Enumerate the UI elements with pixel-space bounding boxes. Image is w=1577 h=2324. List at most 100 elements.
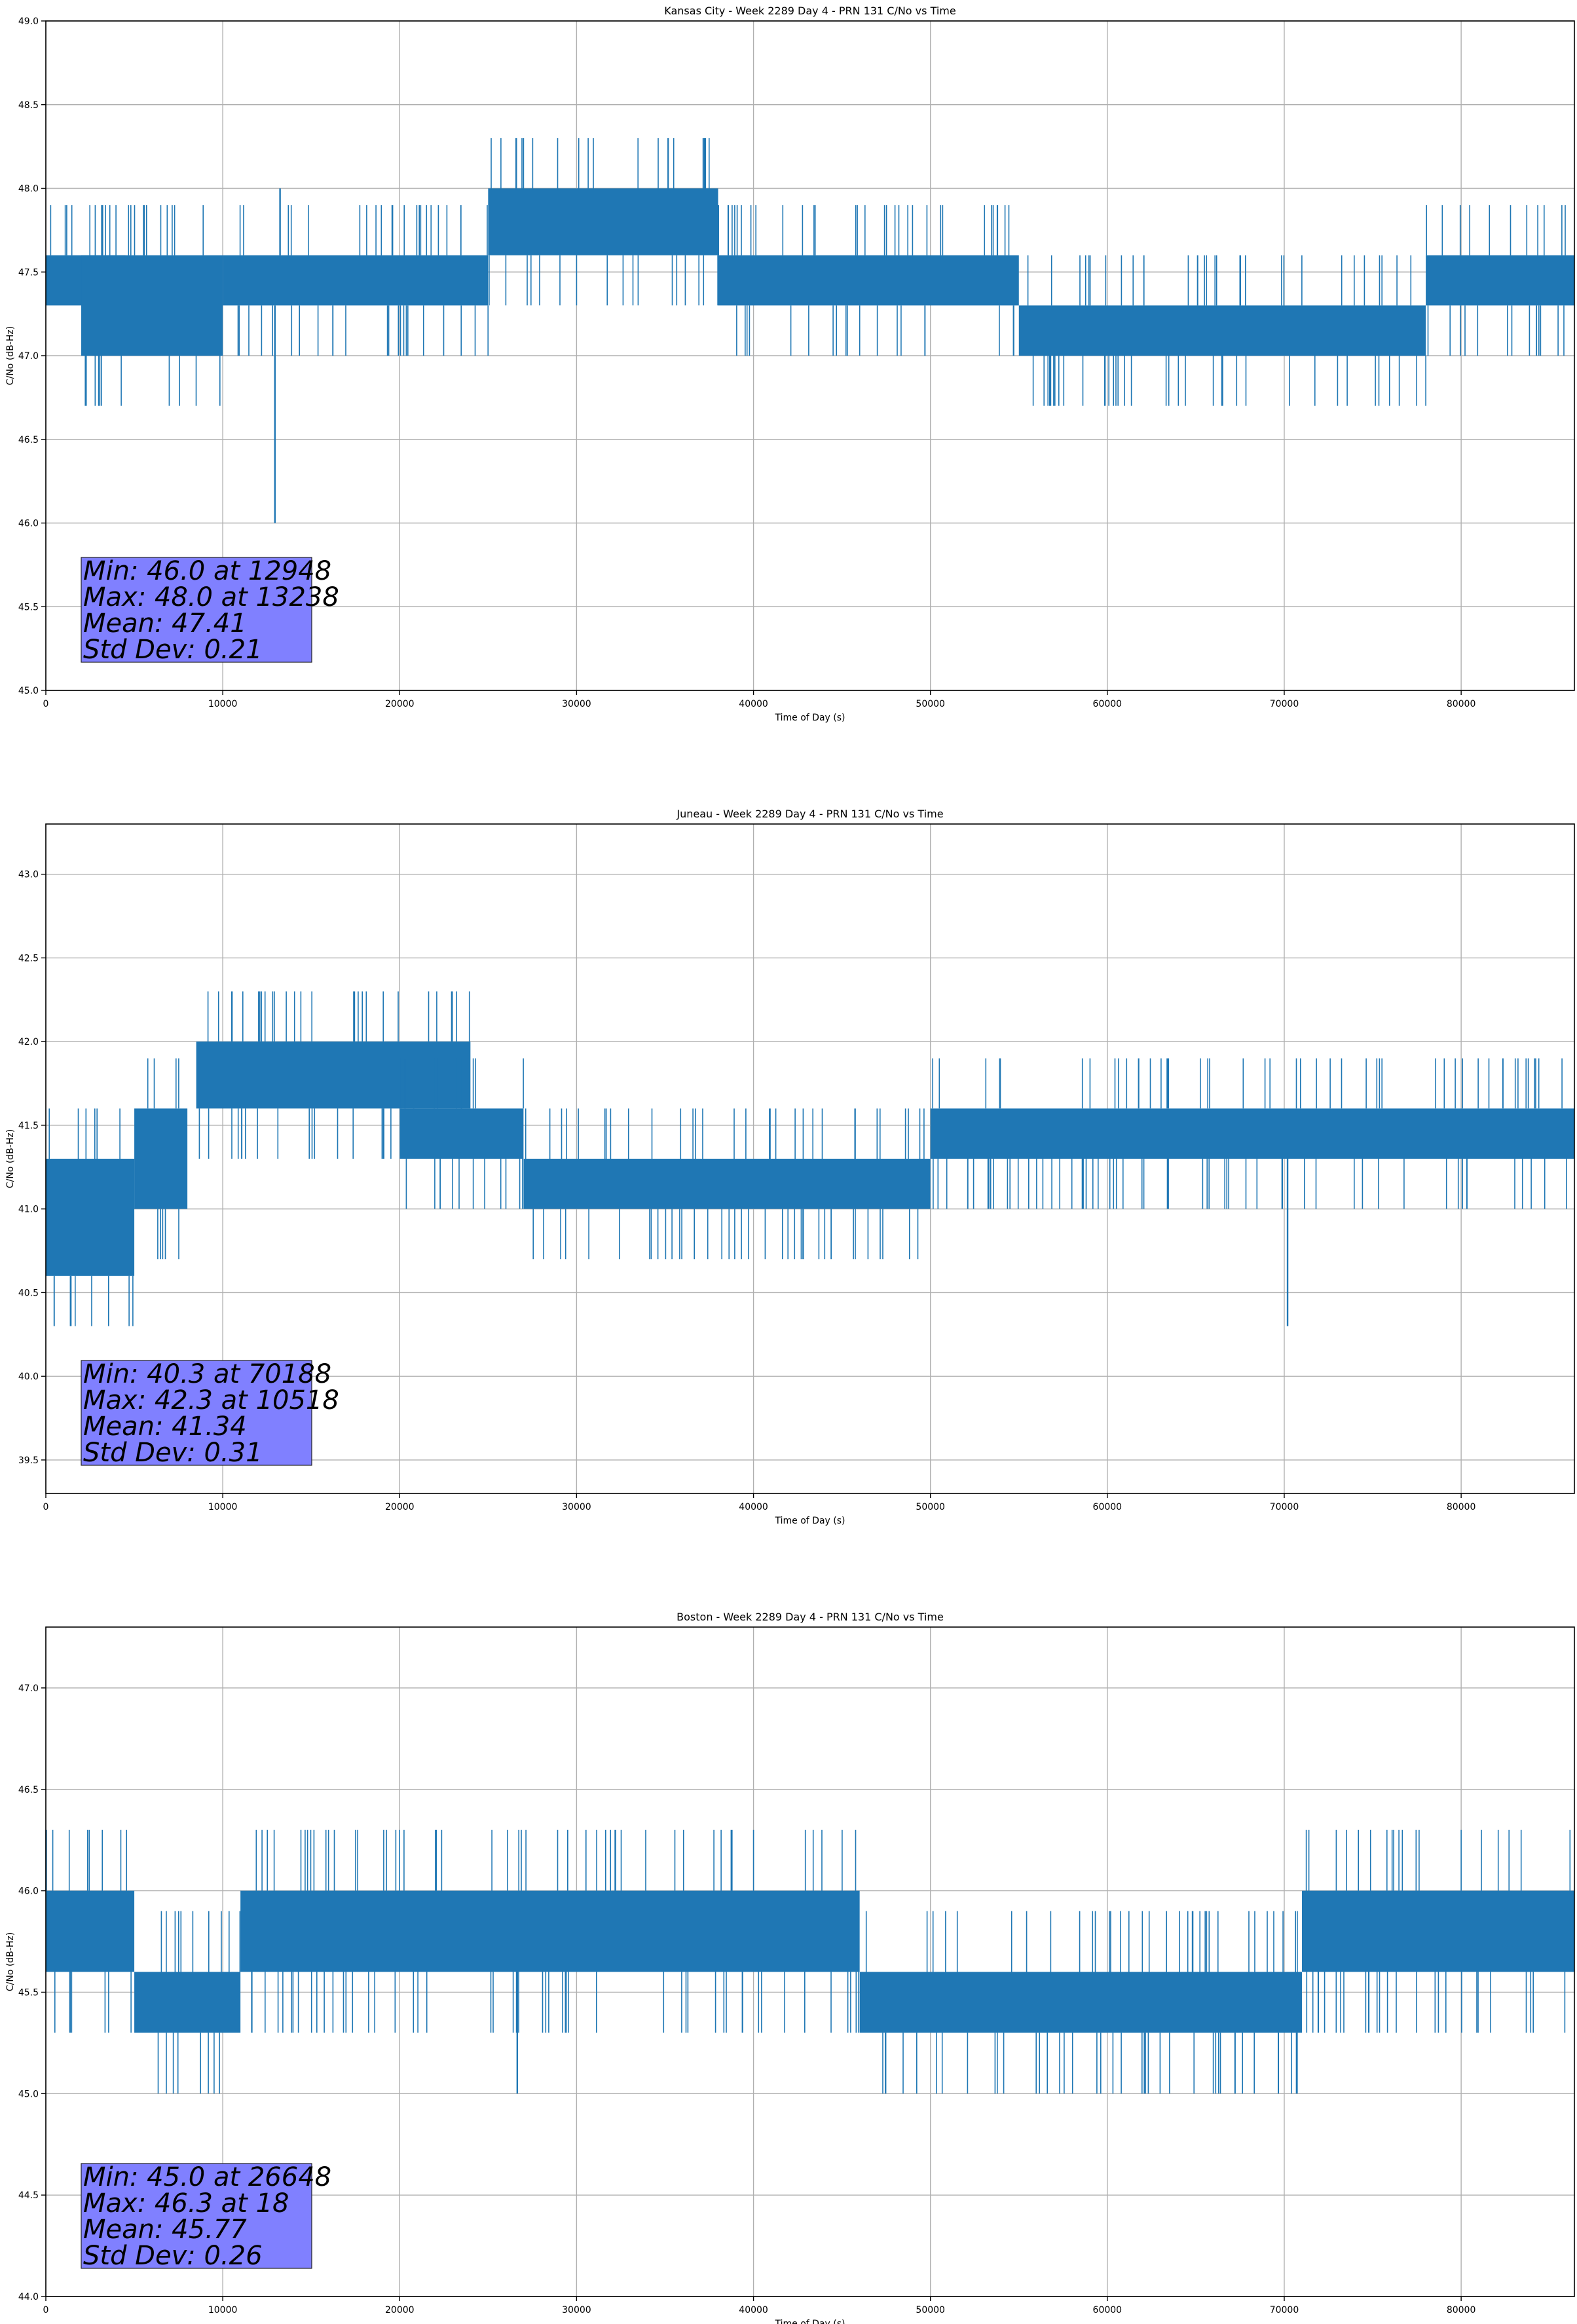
signal-band: [859, 1972, 1302, 2033]
y-tick-label: 41.5: [18, 1121, 39, 1131]
x-tick-label: 30000: [562, 699, 591, 709]
signal-band: [223, 255, 489, 306]
y-tick-label: 46.0: [18, 1886, 39, 1897]
signal-spikes: [865, 1911, 1298, 2094]
signal-spikes: [84, 205, 221, 406]
stats-min: Min: 45.0 at 26648: [83, 2162, 331, 2192]
signal-spikes: [718, 205, 1014, 356]
stats-min: Min: 46.0 at 12948: [83, 556, 331, 586]
data-series: [46, 138, 1574, 523]
y-tick-label: 45.0: [18, 2089, 39, 2099]
x-axis: 0 10000 20000 30000 40000 50000 60000 70000 8000…: [43, 2296, 1476, 2324]
x-tick-label: 70000: [1270, 699, 1299, 709]
y-tick-label: 41.0: [18, 1205, 39, 1215]
x-tick-label: 80000: [1447, 2305, 1476, 2315]
signal-spikes: [52, 1829, 132, 2033]
x-tick-label: 80000: [1447, 699, 1476, 709]
stats-mean: Mean: 47.41: [83, 609, 247, 639]
signal-band: [930, 1108, 1574, 1159]
signal-band: [46, 1890, 135, 1972]
signal-band: [399, 1108, 524, 1159]
y-tick-label: 49.0: [18, 16, 39, 27]
x-tick-label: 60000: [1093, 2305, 1122, 2315]
stats-std: Std Dev: 0.26: [83, 2241, 263, 2271]
x-tick-label: 40000: [739, 1502, 768, 1512]
y-tick-label: 43.0: [18, 870, 39, 880]
signal-band: [134, 1972, 241, 2033]
y-tick-label: 46.5: [18, 1785, 39, 1795]
signal-band: [1018, 305, 1426, 356]
x-tick-label: 60000: [1093, 699, 1122, 709]
axes-frame: [45, 823, 1575, 1494]
signal-spikes: [932, 1058, 1567, 1209]
x-tick-label: 30000: [562, 2305, 591, 2315]
stats-std: Std Dev: 0.31: [83, 1438, 263, 1468]
signal-band: [46, 1159, 135, 1276]
x-tick-label: 60000: [1093, 1502, 1122, 1512]
y-axis-label: C/No (dB-Hz): [5, 1129, 16, 1188]
x-tick-label: 80000: [1447, 1502, 1476, 1512]
chart-title: Boston - Week 2289 Day 4 - PRN 131 C/No …: [677, 1611, 944, 1623]
x-tick-label: 20000: [385, 2305, 415, 2315]
x-axis-label: Time of Day (s): [775, 1516, 845, 1526]
signal-band: [488, 188, 718, 255]
signal-spikes: [525, 1108, 925, 1260]
x-tick-label: 20000: [385, 1502, 415, 1512]
x-tick-label: 40000: [739, 699, 768, 709]
data-series: [45, 1829, 1574, 2094]
x-axis-label: Time of Day (s): [775, 2319, 845, 2324]
chart-panel-2: Juneau - Week 2289 Day 4 - PRN 131 C/No …: [5, 808, 1575, 1526]
signal-spikes: [157, 1911, 241, 2094]
signal-band: [240, 1890, 860, 1972]
stats-mean: Mean: 41.34: [83, 1412, 247, 1442]
x-tick-label: 50000: [916, 699, 945, 709]
x-tick-label: 10000: [208, 2305, 238, 2315]
y-tick-label: 42.0: [18, 1037, 39, 1047]
x-tick-label: 10000: [208, 1502, 238, 1512]
y-tick-label: 45.5: [18, 1987, 39, 1998]
x-tick-label: 20000: [385, 699, 415, 709]
y-axis-label: C/No (dB-Hz): [5, 326, 16, 385]
y-tick-label: 42.5: [18, 953, 39, 964]
x-tick-label: 0: [43, 1502, 49, 1512]
signal-spikes: [1426, 205, 1566, 356]
signal-spikes: [147, 1058, 179, 1260]
stats-std: Std Dev: 0.21: [83, 635, 263, 665]
signal-spikes: [251, 1829, 859, 2033]
y-axis: 44.0 44.5 45.0 45.5 46.0 46.5 47.0 C/No (dB-Hz): [5, 1683, 46, 2302]
x-axis-label: Time of Day (s): [775, 713, 845, 723]
signal-spikes: [489, 138, 718, 306]
signal-band: [81, 255, 223, 356]
stats-max: Max: 48.0 at 13238: [83, 582, 339, 612]
signal-spikes: [400, 1058, 524, 1209]
data-series: [46, 991, 1574, 1326]
y-tick-label: 40.5: [18, 1288, 39, 1298]
y-tick-label: 47.5: [18, 267, 39, 278]
stats-max: Max: 42.3 at 10518: [83, 1385, 339, 1415]
x-tick-label: 70000: [1270, 2305, 1299, 2315]
y-tick-label: 48.5: [18, 100, 39, 111]
y-tick-label: 45.5: [18, 602, 39, 612]
stats-box-background: [81, 557, 312, 663]
x-axis: 0 10000 20000 30000 40000 50000 60000 70000 8000…: [43, 1493, 1476, 1526]
signal-spikes: [237, 205, 489, 356]
y-tick-label: 46.5: [18, 435, 39, 445]
x-tick-label: 0: [43, 2305, 49, 2315]
x-tick-label: 50000: [916, 1502, 945, 1512]
signal-band: [523, 1159, 931, 1209]
x-tick-label: 0: [43, 699, 49, 709]
stats-max: Max: 46.3 at 18: [83, 2188, 289, 2219]
stats-box-background: [81, 2163, 312, 2269]
y-tick-label: 39.5: [18, 1455, 39, 1466]
signal-band: [1426, 255, 1574, 306]
y-tick-label: 44.5: [18, 2190, 39, 2201]
stats-mean: Mean: 45.77: [83, 2215, 247, 2245]
y-axis-label: C/No (dB-Hz): [5, 1932, 16, 1991]
x-tick-label: 40000: [739, 2305, 768, 2315]
signal-spikes: [1305, 1829, 1571, 2033]
x-axis: 0 10000 20000 30000 40000 50000 60000 70000 8000…: [43, 690, 1476, 723]
stats-box-background: [81, 1360, 312, 1466]
axes-frame: [45, 1626, 1575, 2297]
